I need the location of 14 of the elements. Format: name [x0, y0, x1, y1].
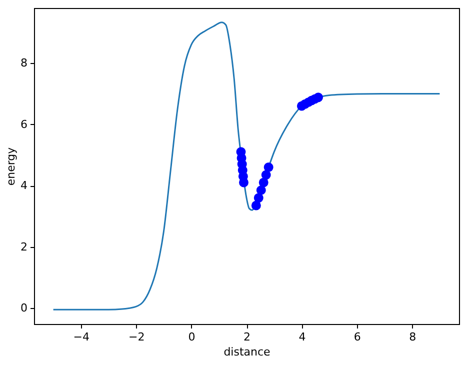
x-tick-label: 4: [298, 330, 306, 344]
x-tick-label: 2: [244, 330, 250, 344]
x-tick-label: −4: [73, 330, 90, 344]
x-tick-label: 8: [409, 330, 416, 344]
x-tick-label: 0: [188, 330, 196, 344]
x-tick-label: −2: [128, 330, 145, 344]
y-tick-label: 2: [20, 240, 28, 254]
y-tick-label: 6: [20, 118, 28, 131]
x-axis-title: distance: [224, 346, 271, 358]
x-tick-label: 6: [354, 330, 361, 344]
y-tick-label: 0: [20, 302, 28, 315]
y-tick-label: 4: [20, 179, 28, 192]
y-tick-label: 8: [20, 56, 28, 70]
y-axis-title: energy: [4, 146, 18, 186]
